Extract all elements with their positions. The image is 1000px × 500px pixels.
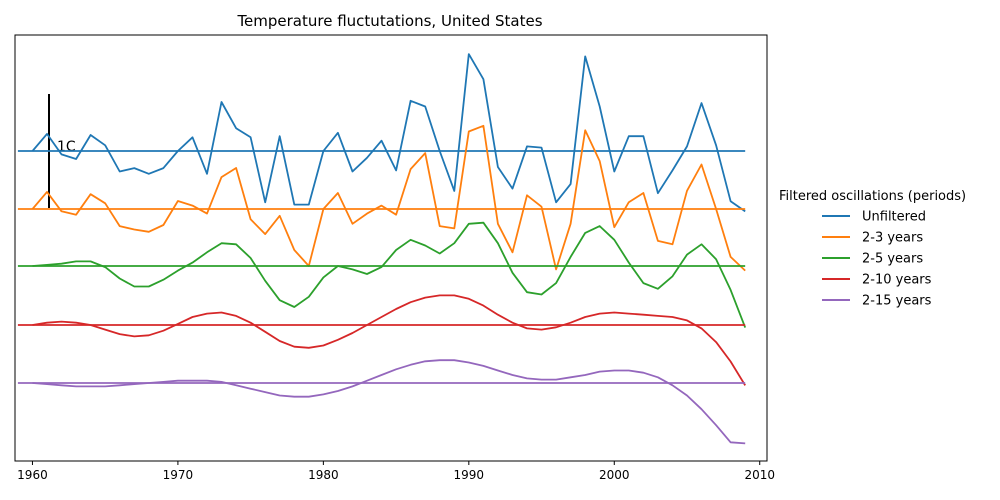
legend-label-unfiltered: Unfiltered [862, 210, 926, 225]
x-tick-label: 1960 [17, 468, 48, 482]
legend-label-2-5-years: 2-5 years [862, 252, 923, 267]
series-line-2-5-years [32, 221, 747, 328]
chart-title: Temperature fluctutations, United States [236, 12, 542, 30]
x-tick-label: 1990 [454, 468, 485, 482]
series-line-2-15-years [32, 359, 746, 445]
series-group [17, 53, 747, 445]
legend-label-2-15-years: 2-15 years [862, 294, 932, 309]
x-tick-label: 2000 [599, 468, 630, 482]
x-tick-label: 1980 [308, 468, 339, 482]
legend-title: Filtered oscillations (periods) [779, 189, 966, 204]
plot-frame [14, 34, 768, 462]
series-line-2-10-years [32, 294, 746, 386]
x-tick-label: 1970 [163, 468, 194, 482]
legend-label-2-3-years: 2-3 years [862, 231, 923, 246]
series-line-2-3-years [31, 124, 746, 272]
legend-label-2-10-years: 2-10 years [862, 273, 932, 288]
series-line-unfiltered [31, 53, 746, 213]
x-tick-label: 2010 [744, 468, 775, 482]
legend: Filtered oscillations (periods) Unfilter… [779, 189, 966, 309]
x-axis: 1960 1970 1980 1990 2000 2010 [17, 461, 775, 482]
